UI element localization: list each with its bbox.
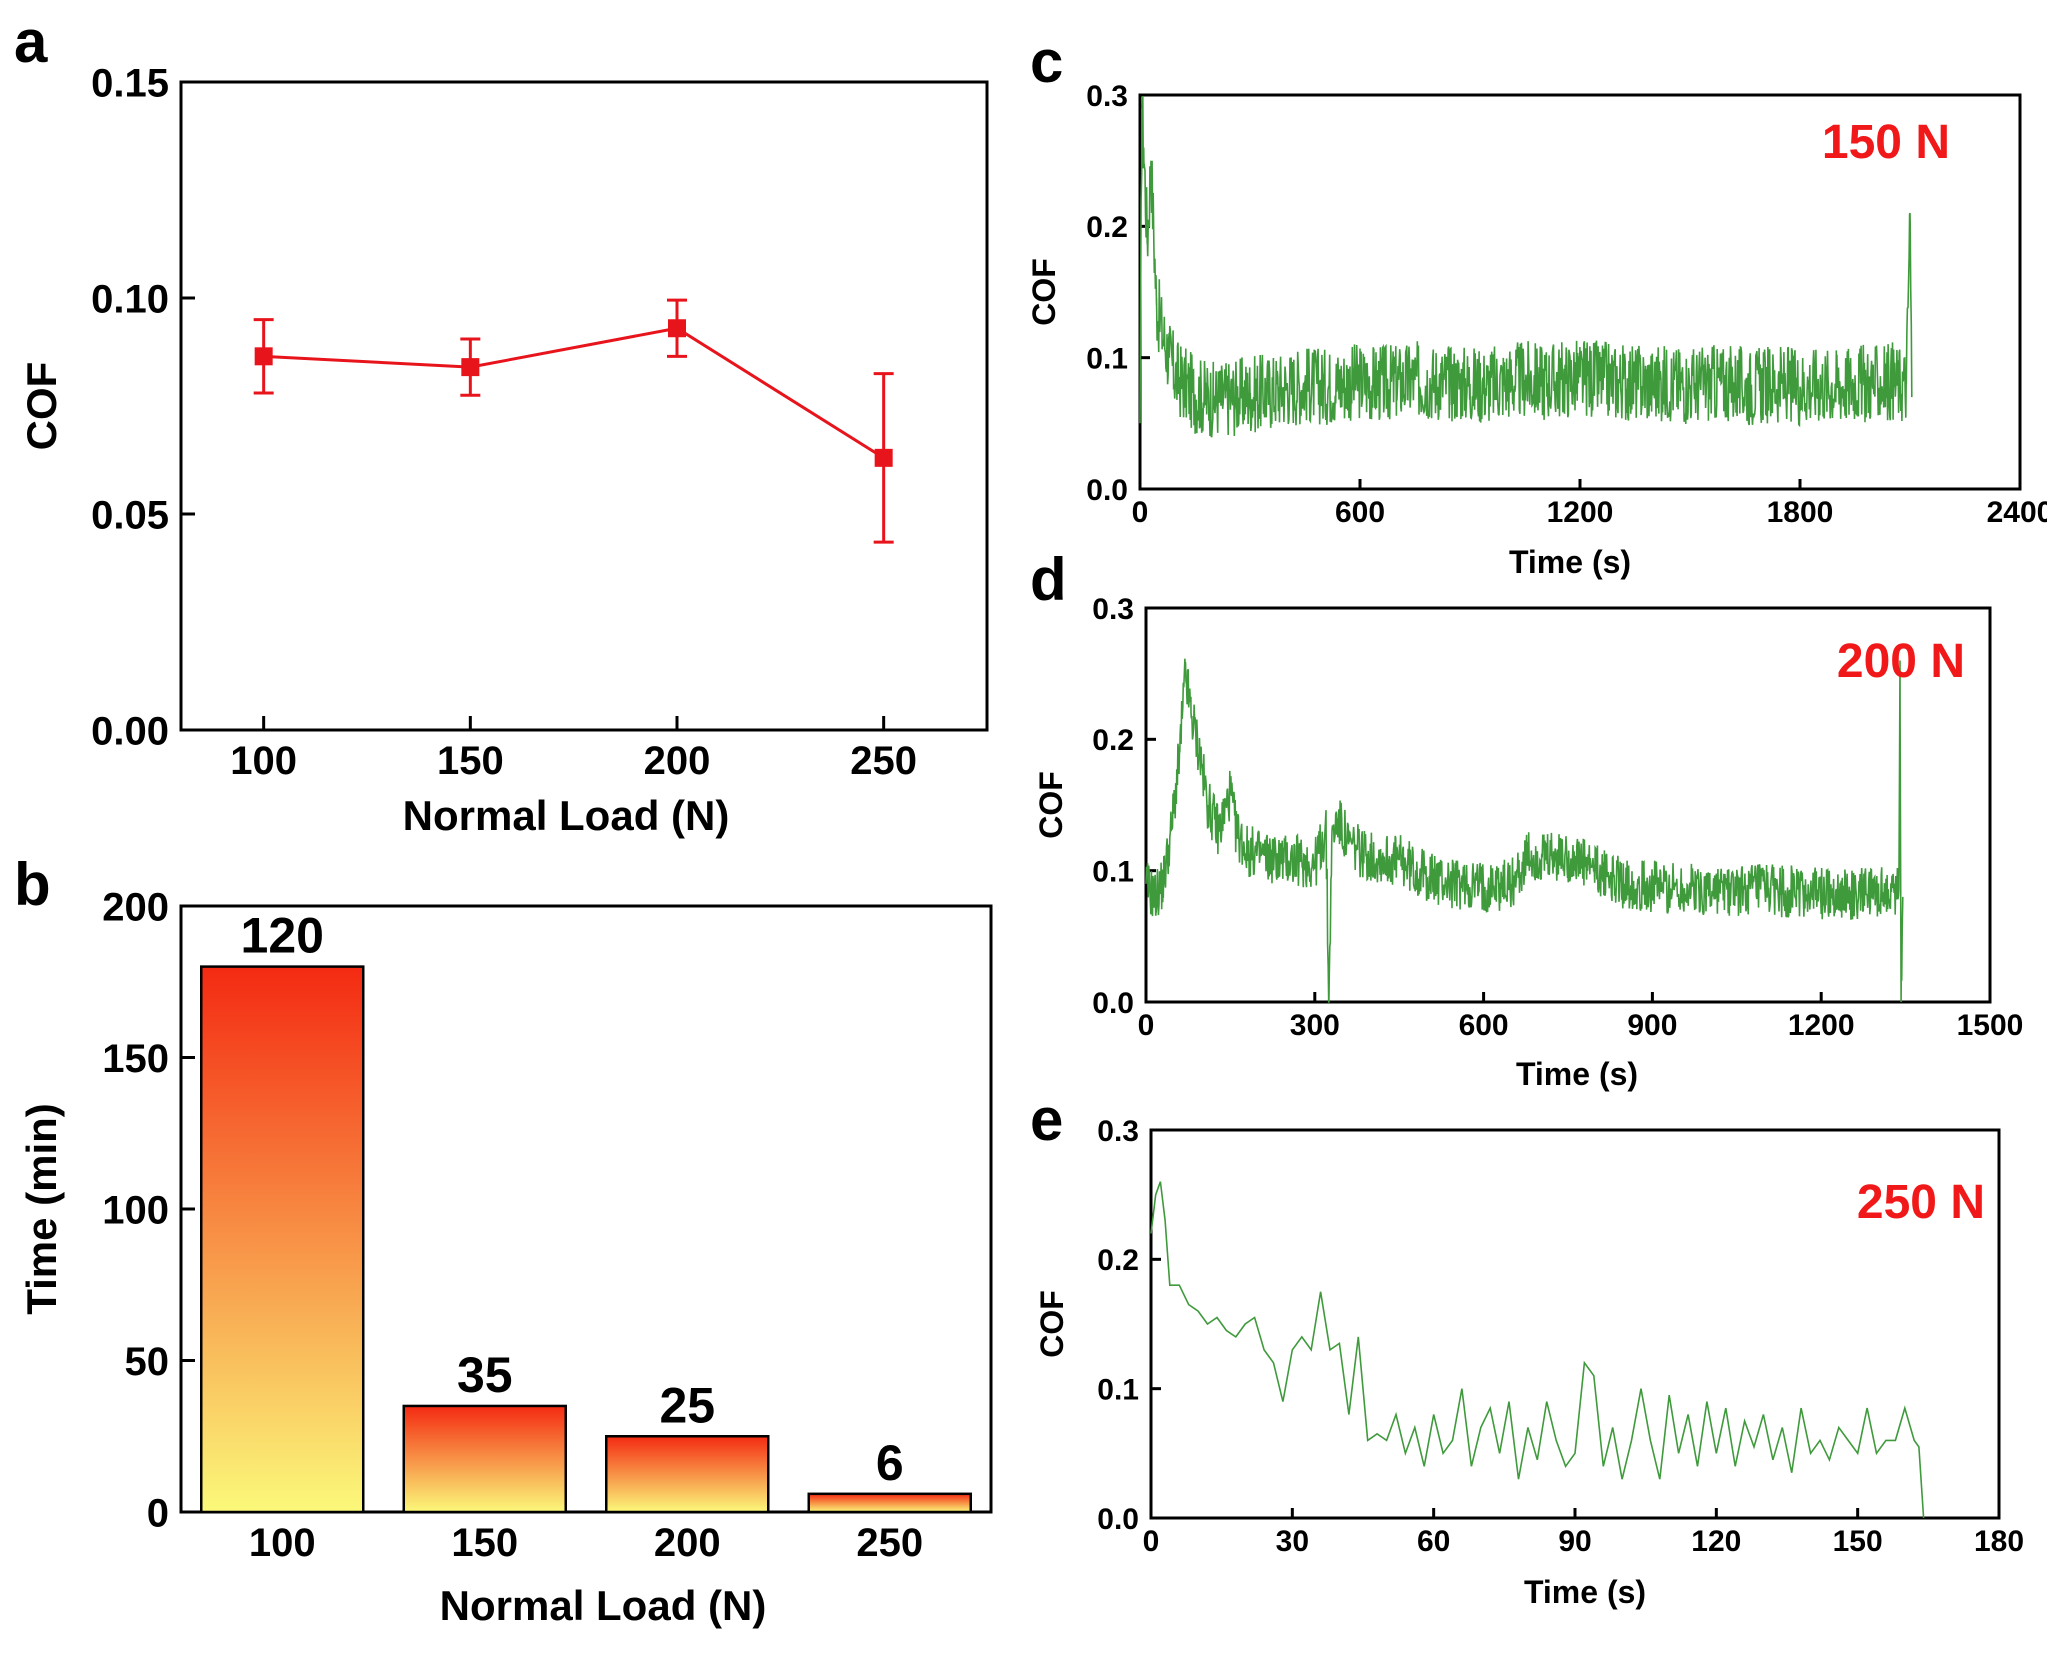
y-tick-label: 200 xyxy=(102,885,169,929)
x-tick-label: 600 xyxy=(1335,496,1385,529)
data-point xyxy=(874,448,893,467)
y-tick-label: 0.0 xyxy=(1086,474,1128,507)
load-annotation: 150 N xyxy=(1822,116,1950,169)
x-tick-label: 900 xyxy=(1627,1009,1677,1042)
x-tick-label: 120 xyxy=(1691,1525,1741,1558)
data-point xyxy=(254,347,273,366)
panel-letter-c: c xyxy=(1030,28,1063,95)
x-tick-label: 250 xyxy=(856,1521,923,1565)
x-axis-label: Time (s) xyxy=(1509,544,1631,580)
y-tick-label: 0.00 xyxy=(91,709,169,753)
y-tick-label: 0.05 xyxy=(91,493,169,537)
x-tick-label: 100 xyxy=(230,739,297,783)
panel-letter-e: e xyxy=(1030,1086,1063,1153)
bar xyxy=(605,1435,770,1514)
y-axis-label: COF xyxy=(1034,1290,1070,1358)
panel-e-cof-time-250N: 0.0 0.1 0.2 0.3 0 30 60 90 120 150 180 COF Time (s… xyxy=(1034,1115,2024,1610)
bar xyxy=(807,1492,972,1514)
y-axis-label: COF xyxy=(1026,258,1062,326)
y-tick-label: 50 xyxy=(125,1340,170,1384)
y-tick-label: 0.15 xyxy=(91,61,169,105)
bar xyxy=(200,965,365,1514)
x-tick-label: 30 xyxy=(1276,1525,1309,1558)
y-tick-label: 0.1 xyxy=(1097,1373,1139,1406)
bar-data-label: 120 xyxy=(241,908,324,964)
y-axis-label: COF xyxy=(1033,771,1069,839)
panel-d-cof-time-200N: 0.0 0.1 0.2 0.3 0 300 600 900 1200 1500 COF Time … xyxy=(1033,593,2023,1092)
y-tick-label: 0.2 xyxy=(1086,211,1128,244)
bar-data-label: 6 xyxy=(876,1435,904,1491)
x-tick-label: 150 xyxy=(437,739,504,783)
load-annotation: 200 N xyxy=(1837,635,1965,688)
y-tick-label: 0 xyxy=(147,1491,169,1535)
y-tick-label: 100 xyxy=(102,1188,169,1232)
data-point xyxy=(668,319,686,338)
x-axis-label: Time (s) xyxy=(1516,1056,1638,1092)
x-tick-label: 100 xyxy=(249,1521,316,1565)
x-tick-label: 1200 xyxy=(1788,1009,1855,1042)
x-tick-label: 0 xyxy=(1132,496,1149,529)
y-tick-label: 0.3 xyxy=(1097,1115,1139,1148)
x-tick-label: 1500 xyxy=(1957,1009,2024,1042)
cof-trace xyxy=(1139,95,1913,438)
bar-data-label: 35 xyxy=(457,1347,513,1403)
panel-a-cof-vs-load: 0.00 0.05 0.10 0.15 100 150 200 250 COF Normal … xyxy=(18,61,989,839)
x-tick-label: 0 xyxy=(1138,1009,1155,1042)
data-point xyxy=(461,358,480,377)
y-tick-label: 0.1 xyxy=(1086,342,1128,375)
bar-data-label: 25 xyxy=(659,1377,715,1433)
panel-letter-b: b xyxy=(14,851,51,918)
x-tick-label: 150 xyxy=(451,1521,518,1565)
cof-trace xyxy=(1150,1181,1925,1519)
y-tick-label: 0.0 xyxy=(1097,1503,1139,1536)
y-tick-label: 0.0 xyxy=(1092,987,1134,1020)
plot-frame xyxy=(1144,606,1992,1004)
plot-frame xyxy=(179,80,989,732)
x-axis-label: Time (s) xyxy=(1524,1574,1646,1610)
panel-letter-d: d xyxy=(1030,546,1067,613)
series-line xyxy=(263,326,885,460)
x-tick-label: 90 xyxy=(1558,1525,1591,1558)
y-axis-label: Time (min) xyxy=(18,1103,65,1315)
x-tick-label: 150 xyxy=(1833,1525,1883,1558)
x-tick-label: 0 xyxy=(1143,1525,1160,1558)
x-tick-label: 200 xyxy=(644,739,711,783)
x-axis-label: Normal Load (N) xyxy=(440,1582,767,1629)
bar xyxy=(402,1404,567,1514)
load-annotation: 250 N xyxy=(1857,1176,1985,1229)
panel-b-time-bars: 0 50 100 150 200 100 150 200 250 120 35 25 6 Time (m… xyxy=(18,885,993,1629)
x-tick-label: 2400 xyxy=(1987,496,2047,529)
x-tick-label: 60 xyxy=(1417,1525,1450,1558)
x-tick-label: 300 xyxy=(1290,1009,1340,1042)
x-tick-label: 200 xyxy=(654,1521,721,1565)
x-axis-label: Normal Load (N) xyxy=(403,792,730,839)
y-tick-label: 150 xyxy=(102,1037,169,1081)
x-tick-label: 1200 xyxy=(1547,496,1614,529)
y-tick-label: 0.10 xyxy=(91,277,169,321)
x-tick-label: 600 xyxy=(1459,1009,1509,1042)
x-tick-label: 1800 xyxy=(1767,496,1834,529)
y-tick-label: 0.3 xyxy=(1092,593,1134,626)
y-tick-label: 0.1 xyxy=(1092,855,1134,888)
cof-trace xyxy=(1145,658,1904,1003)
y-tick-label: 0.3 xyxy=(1086,80,1128,113)
y-axis-label: COF xyxy=(18,362,65,451)
y-tick-label: 0.2 xyxy=(1097,1244,1139,1277)
x-tick-label: 250 xyxy=(850,739,917,783)
panel-c-cof-time-150N: 0.0 0.1 0.2 0.3 0 600 1200 1800 2400 COF Time (s… xyxy=(1026,80,2047,580)
panel-letter-a: a xyxy=(14,8,48,75)
y-tick-label: 0.2 xyxy=(1092,724,1134,757)
x-tick-label: 180 xyxy=(1974,1525,2024,1558)
